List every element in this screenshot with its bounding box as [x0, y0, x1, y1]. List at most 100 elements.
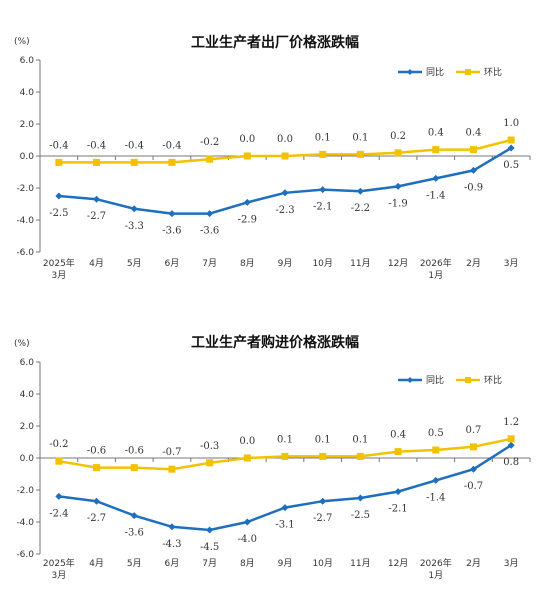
y-tick-label: 2.0	[20, 120, 35, 130]
data-label: -2.1	[388, 504, 407, 515]
x-tick-label: 5月	[127, 558, 142, 569]
legend-swatch-marker	[465, 69, 471, 75]
data-label: -0.2	[200, 137, 219, 148]
x-tick-label: 4月	[89, 258, 104, 269]
y-unit-label: (%)	[14, 37, 30, 47]
data-label: 0.7	[466, 425, 482, 436]
series-point	[93, 195, 101, 203]
x-tick-label: 6月	[165, 558, 180, 569]
series-point	[319, 497, 327, 505]
data-label: 0.4	[466, 128, 482, 139]
data-label: -3.3	[125, 221, 144, 232]
data-label: -0.7	[162, 447, 181, 458]
y-unit-label: (%)	[14, 339, 30, 349]
data-label: 0.2	[390, 131, 406, 142]
series-point	[281, 189, 289, 197]
x-tick-label: 9月	[278, 258, 293, 269]
y-tick-label: 0.0	[20, 454, 35, 464]
series-point	[319, 186, 327, 194]
series-point	[281, 452, 289, 460]
x-tick-label: 2月	[466, 258, 481, 269]
data-label: 0.1	[315, 434, 331, 445]
data-label: -3.1	[275, 520, 294, 531]
data-label: -2.4	[49, 508, 68, 519]
data-label: -4.3	[162, 539, 181, 550]
data-label: -3.6	[162, 226, 181, 237]
series-point	[168, 210, 176, 218]
series-point	[356, 187, 364, 195]
data-label: 0.0	[277, 134, 293, 145]
series-point	[469, 146, 477, 154]
data-label: -0.4	[87, 140, 106, 151]
series-point	[432, 146, 440, 154]
data-label: -2.3	[275, 205, 294, 216]
x-tick-label: 12月	[388, 558, 408, 569]
series-point	[432, 476, 440, 484]
y-tick-label: -6.0	[16, 550, 34, 560]
series-point	[55, 192, 63, 200]
data-label: -4.0	[238, 534, 257, 545]
series-point	[243, 518, 251, 526]
series-point	[55, 457, 63, 465]
series-point	[206, 155, 214, 163]
series-point	[243, 198, 251, 206]
y-tick-label: 6.0	[20, 56, 35, 66]
data-label: 0.5	[503, 160, 519, 171]
series-point	[130, 205, 138, 213]
series-point	[243, 454, 251, 462]
x-tick-label-sub: 1月	[428, 270, 443, 281]
data-label: -2.1	[313, 202, 332, 213]
data-label: -0.3	[200, 441, 219, 452]
y-tick-label: -6.0	[16, 248, 34, 258]
data-label: 0.5	[428, 428, 444, 439]
x-tick-label: 11月	[350, 558, 370, 569]
series-point	[507, 144, 515, 152]
data-label: 0.1	[352, 434, 368, 445]
x-tick-label: 2月	[466, 558, 481, 569]
legend-swatch-marker	[407, 377, 413, 383]
data-label: 0.1	[315, 132, 331, 143]
data-label: 0.1	[277, 434, 293, 445]
y-tick-label: -2.0	[16, 184, 34, 194]
y-tick-label: -4.0	[16, 216, 34, 226]
data-label: -2.5	[49, 208, 68, 219]
series-point	[206, 459, 214, 467]
series-point	[394, 149, 402, 157]
series-point	[206, 526, 214, 534]
series-point	[507, 435, 515, 443]
y-tick-label: -4.0	[16, 518, 34, 528]
data-label: -2.2	[351, 203, 370, 214]
data-label: -2.5	[351, 510, 370, 521]
series-point	[130, 464, 138, 472]
x-tick-label: 8月	[240, 558, 255, 569]
series-point	[55, 158, 63, 166]
series-point	[356, 150, 364, 158]
x-tick-label: 3月	[504, 258, 519, 269]
series-point	[206, 210, 214, 218]
data-label: -2.7	[87, 211, 106, 222]
y-tick-label: 2.0	[20, 422, 35, 432]
legend-label: 同比	[426, 66, 444, 78]
data-label: 0.8	[503, 457, 519, 468]
x-tick-label: 8月	[240, 258, 255, 269]
series-point	[281, 504, 289, 512]
data-label: 0.4	[390, 430, 406, 441]
chart-title: 工业生产者出厂价格涨跌幅	[191, 34, 359, 51]
series-point	[432, 174, 440, 182]
data-label: -1.4	[426, 190, 445, 201]
x-tick-label-sub: 3月	[51, 570, 66, 581]
series-point	[281, 152, 289, 160]
series-point	[394, 448, 402, 456]
series-point	[168, 465, 176, 473]
legend-swatch-marker	[465, 377, 471, 383]
series-point	[507, 136, 515, 144]
y-tick-label: -2.0	[16, 486, 34, 496]
series-point	[55, 492, 63, 500]
data-label: 0.1	[352, 132, 368, 143]
series-point	[243, 152, 251, 160]
series-point	[356, 494, 364, 502]
series-point	[168, 158, 176, 166]
legend-swatch-marker	[407, 69, 413, 75]
data-label: 1.0	[503, 118, 519, 129]
data-label: 0.0	[239, 436, 255, 447]
